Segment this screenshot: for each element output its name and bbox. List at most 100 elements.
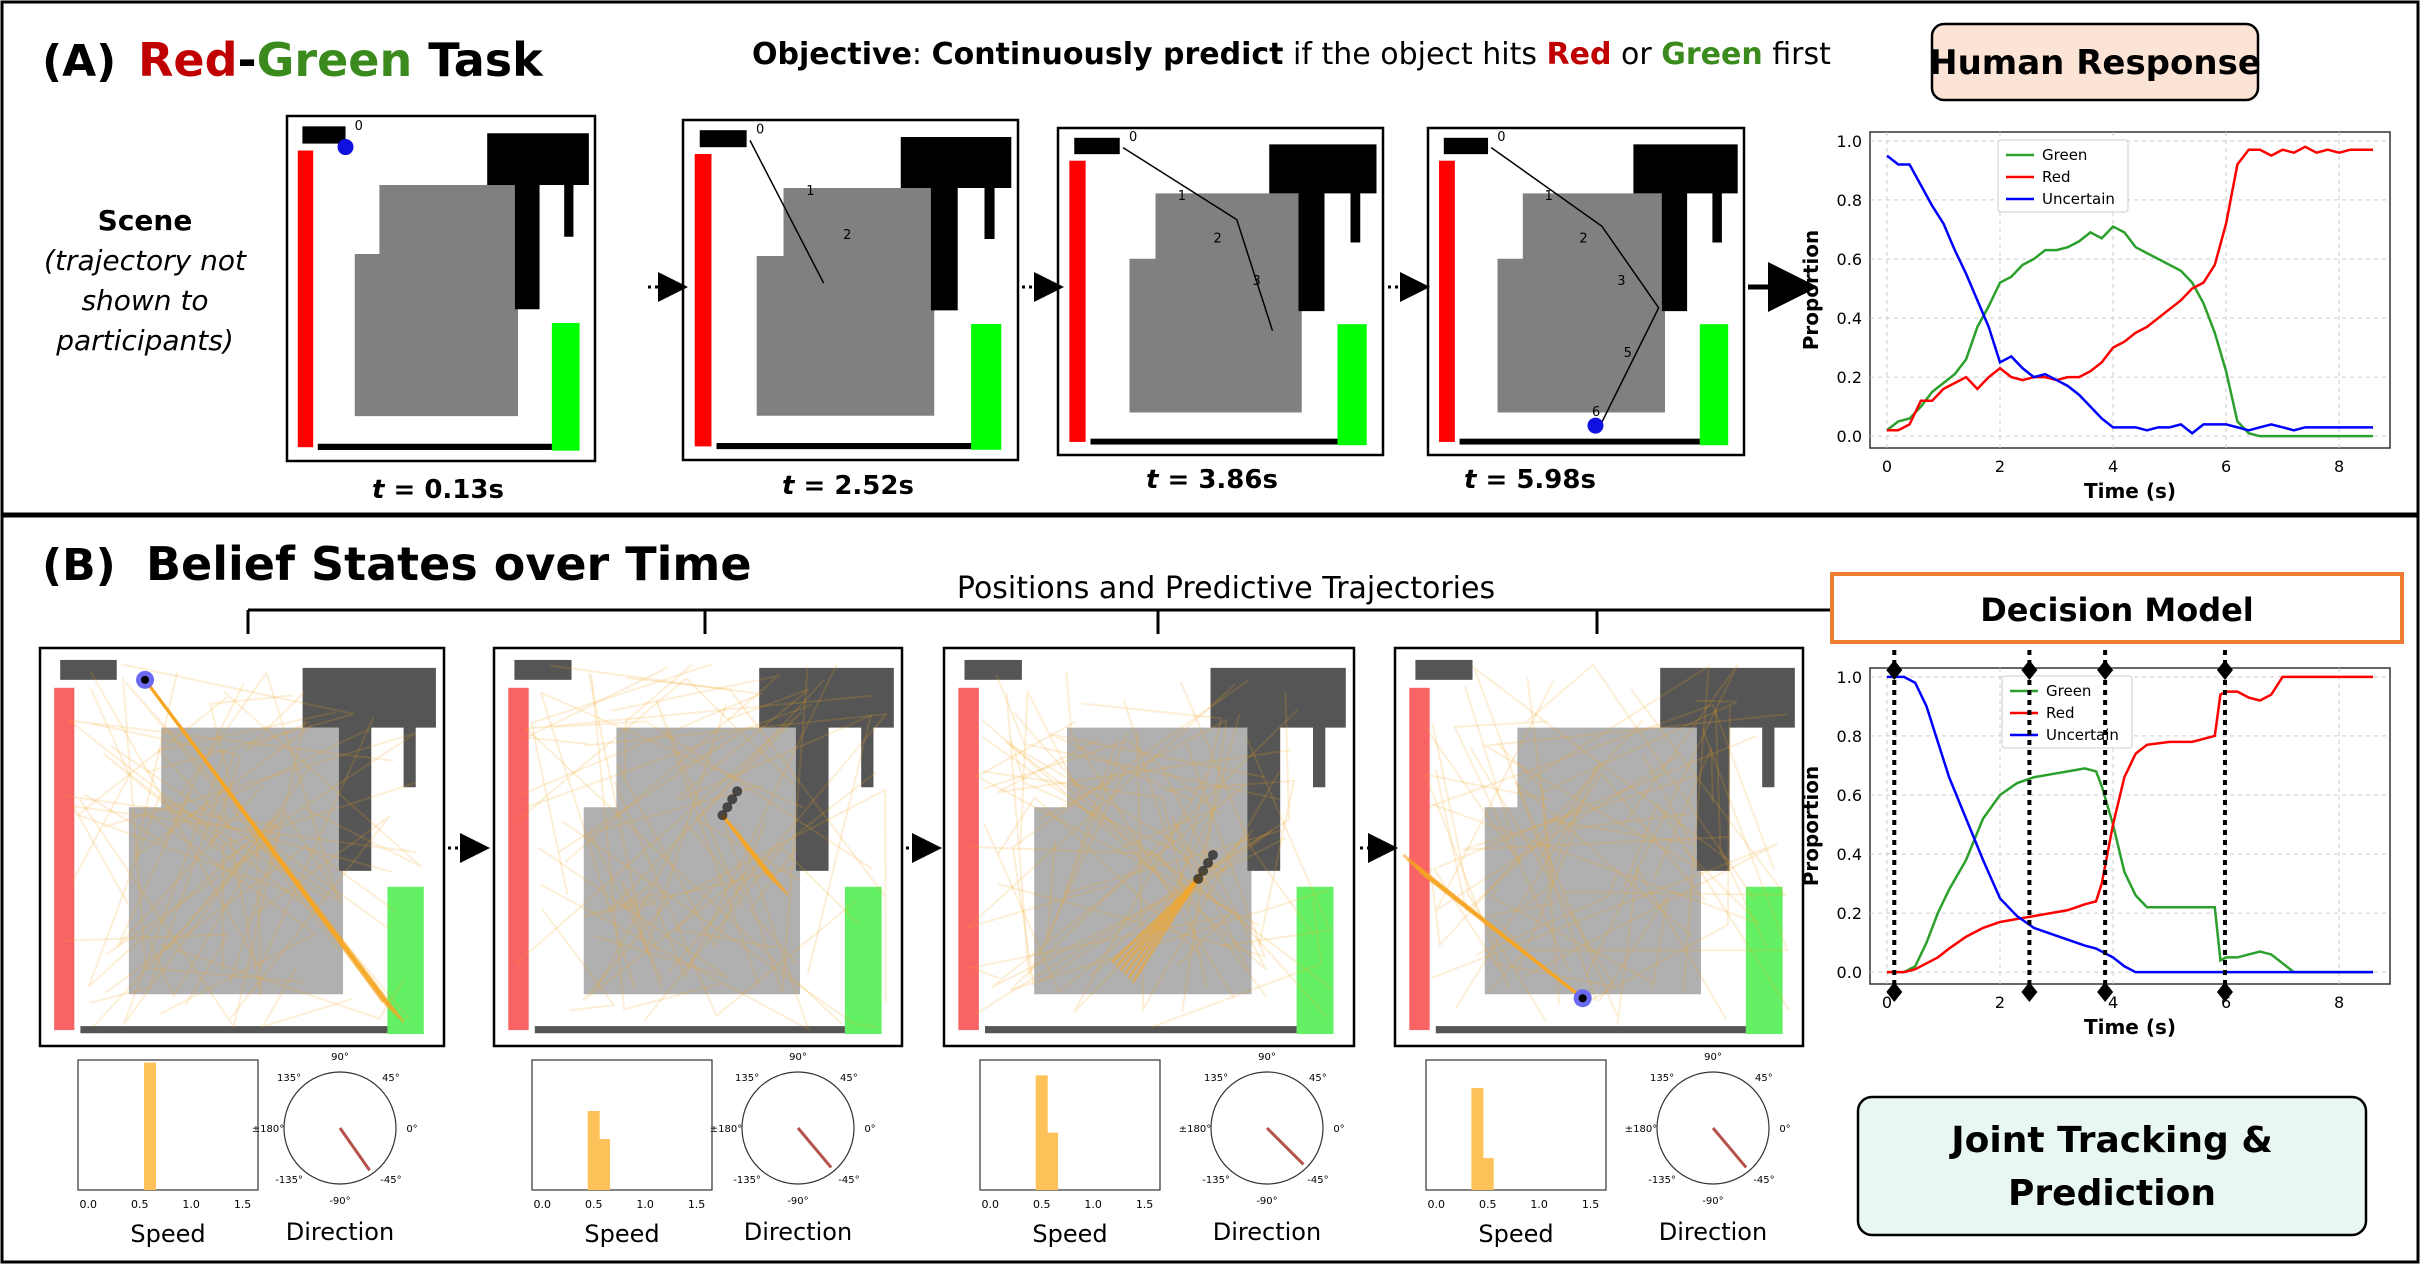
predictive-trajectory [116,784,265,948]
predictive-trajectory [1522,677,1555,908]
waypoint-label: 3 [1253,274,1261,289]
predictive-trajectory [87,794,328,987]
bottom-bar [1090,438,1338,445]
scene-frame-2: 0 1 2 [681,118,1020,462]
speed-label: Speed [584,1220,659,1248]
direction-wedge [796,1127,833,1169]
predictive-trajectory [1514,780,1692,1017]
predictive-trajectory [553,720,874,871]
green-goal [844,886,882,1035]
y-tick-label: 0.8 [1837,727,1862,746]
direction-tick-label: -135° [733,1175,761,1186]
speed-tick-label: 1.5 [1136,1198,1154,1211]
predictive-trajectory [530,663,714,895]
waypoint-label: 0 [1129,130,1137,145]
predictive-trajectory [132,671,313,860]
predictive-trajectory [83,682,245,845]
predictive-trajectory [1431,722,1547,1022]
series-line-uncertain [1886,675,2374,974]
direction-polar-1: 90° 45° 0° -45° -90° -135° ±180° 135° Direction [252,1052,418,1246]
predictive-trajectory [89,750,237,1005]
x-tick-label: 6 [2221,457,2231,476]
speed-tick-label: 1.0 [1530,1198,1548,1211]
speed-direction-plots: 0.0 0.5 1.0 1.5 Speed 90° 45° 0° -45° -90° -135° ±1… [77,1052,1791,1248]
predictive-trajectory [975,692,1291,1015]
predictive-trajectory [121,663,355,774]
predictive-trajectory [1422,686,1522,865]
predictive-trajectory [1563,688,1788,897]
predictive-trajectory [966,683,1236,929]
predictive-trajectory [523,694,874,1025]
legend-box [2001,675,2133,749]
predictive-trajectory [122,748,311,1026]
speed-tick-label: 0.5 [1479,1198,1497,1211]
predictive-trajectory [1010,739,1182,854]
predictive-trajectory [1431,843,1778,979]
particle [1198,865,1209,876]
predictive-trajectory [1428,703,1775,870]
predictive-trajectory [1586,705,1731,1004]
particle [1193,873,1204,884]
predictive-trajectory [244,691,311,751]
predictive-trajectory [983,823,1251,994]
time-t-3: t [1146,465,1160,495]
y-tick-label: 0.2 [1837,904,1862,923]
predictive-trajectory [1524,727,1789,952]
predictive-trajectory [1433,680,1682,913]
green-goal [971,324,1002,450]
waypoint-label: 6 [1592,405,1600,420]
particle [717,810,728,821]
series-line-green [1886,224,2374,438]
red-goal [1409,687,1430,1031]
predictive-trajectory [1621,801,1790,1011]
red-goal [508,687,529,1031]
direction-tick-label: -135° [275,1175,303,1186]
predictive-trajectory [596,821,745,989]
time-label-4: t = 5.98s [1464,465,1596,495]
direction-tick-label: -45° [1753,1175,1774,1186]
direction-tick-label: 0° [864,1124,875,1135]
predictive-trajectory [981,718,1267,971]
objective-colon: : [912,37,932,72]
predictive-trajectory [1524,664,1710,994]
predictive-trajectory [1004,740,1332,990]
panel-a-frame [0,0,2420,516]
ball-estimate-core [141,675,150,684]
positions-label: Positions and Predictive Trajectories [957,571,1495,606]
waypoint-label: 2 [1214,231,1222,246]
y-tick-label: 0.2 [1837,368,1862,387]
predictive-trajectory [582,771,877,1002]
predictive-trajectory [539,690,804,989]
scene-title: Scene [98,204,193,237]
predictive-trajectory [626,676,885,896]
scene-sub1: (trajectory not [44,244,247,277]
scene-sub2: shown to [81,284,208,317]
predictive-trajectory [104,732,416,867]
speed-tick-label: 0.0 [982,1198,1000,1211]
direction-tick-label: -90° [1256,1196,1277,1207]
start-bar [964,659,1022,680]
red-goal [297,150,314,448]
predictive-trajectory [623,663,693,783]
predictive-trajectory [517,676,795,822]
bottom-bar [317,443,552,450]
predictive-trajectory [970,845,1267,997]
predictive-trajectory [1221,737,1332,947]
series-line-green [1886,767,2374,974]
predictive-trajectory [1122,699,1328,1018]
t-obstacle [1660,667,1795,871]
predictive-trajectory [1072,772,1254,1013]
speed-bar [144,1062,156,1190]
direction-polar-4: 90° 45° 0° -45° -90° -135° ±180° 135° Direction [1625,1052,1791,1246]
predictive-trajectory [996,795,1204,958]
direction-tick-label: -90° [329,1196,350,1207]
decision-model-box [1830,572,2404,644]
predictive-trajectory [675,688,810,800]
t-obstacle [900,137,1012,311]
predictive-trajectory [722,666,809,994]
speed-histogram-3: 0.0 0.5 1.0 1.5 Speed [979,1059,1161,1248]
green-goal [1745,886,1783,1035]
direction-tick-label: -90° [1702,1196,1723,1207]
predictive-trajectory-bundle [1422,873,1584,1000]
